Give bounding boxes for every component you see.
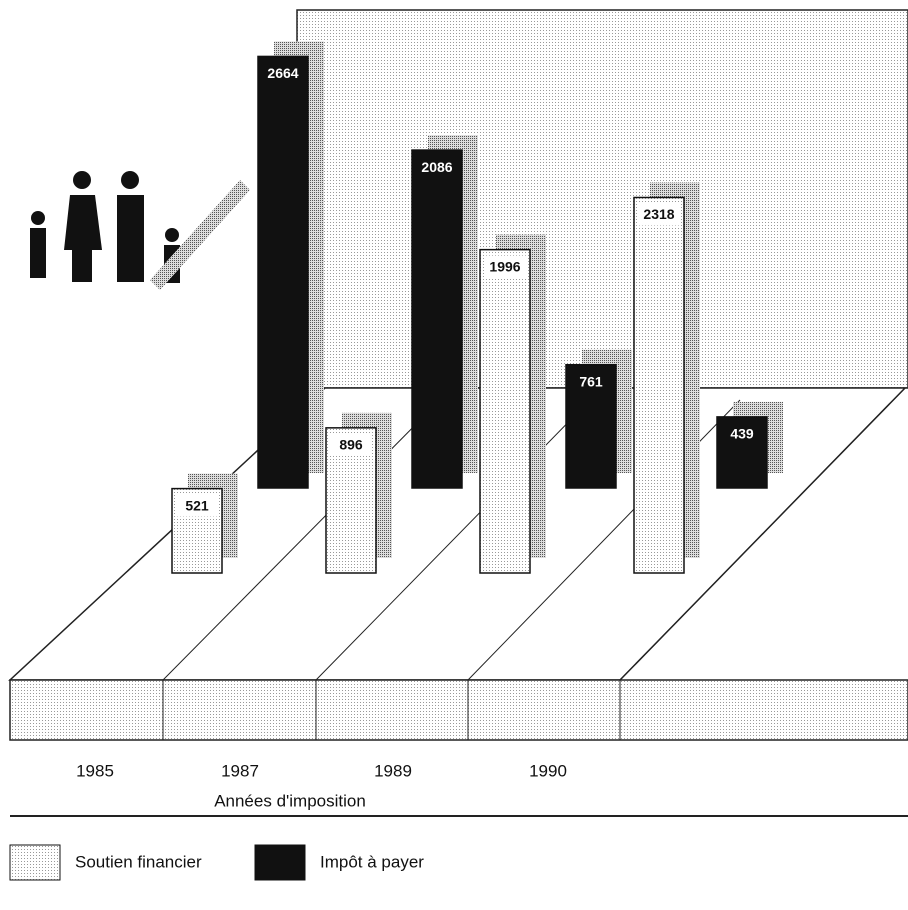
legend-label: Impôt à payer	[320, 852, 424, 871]
value-label: 2664	[267, 65, 298, 81]
bar	[479, 248, 531, 574]
value-label-bg	[484, 255, 526, 278]
legend-label: Soutien financier	[75, 852, 202, 871]
value-label: 2086	[421, 159, 452, 175]
bar	[565, 363, 617, 489]
value-label-bg	[638, 203, 680, 226]
legend-swatch	[254, 844, 306, 881]
value-label-bg	[330, 433, 372, 456]
bar	[716, 416, 768, 489]
value-label: 2318	[643, 206, 674, 222]
x-tick-label: 1987	[221, 761, 259, 780]
bar	[633, 196, 685, 574]
value-label: 521	[185, 497, 209, 513]
value-label: 439	[730, 426, 754, 442]
bar	[257, 55, 309, 489]
value-label: 1996	[489, 258, 520, 274]
x-tick-label: 1989	[374, 761, 412, 780]
value-label: 896	[339, 437, 363, 453]
legend-swatch	[9, 844, 61, 881]
x-tick-label: 1985	[76, 761, 114, 780]
x-axis-label: Années d'imposition	[214, 791, 366, 810]
bar	[411, 149, 463, 489]
value-label: 761	[579, 373, 603, 389]
x-tick-label: 1990	[529, 761, 567, 780]
value-label-bg	[176, 494, 218, 517]
